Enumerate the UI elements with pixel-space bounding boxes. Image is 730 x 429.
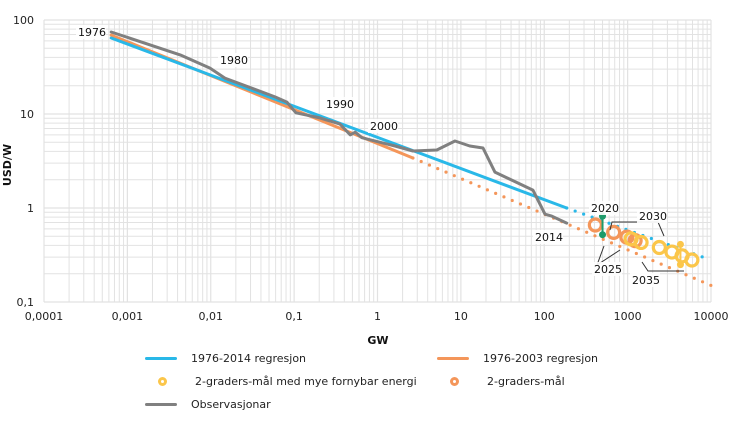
annotation-year-2030: 2030 <box>639 210 667 223</box>
annotation-bg <box>637 209 667 223</box>
annotation-bg <box>218 53 248 67</box>
annotation-year-1980: 1980 <box>220 54 248 67</box>
series-layer <box>109 30 713 287</box>
x-tick-label: 0,01 <box>199 310 224 323</box>
y-tick-label: 100 <box>13 14 34 27</box>
y-axis-ticks: 0,1 1 10 100 <box>13 14 34 309</box>
x-axis-title: GW <box>367 334 388 347</box>
data-marker-2-graders-m-l-med-mye-fornybar-energi <box>651 239 667 256</box>
y-tick-label: 0,1 <box>17 296 35 309</box>
x-tick-label: 0,0001 <box>25 310 64 323</box>
y-tick-label: 10 <box>20 108 34 121</box>
y-tick-label: 1 <box>27 202 34 215</box>
x-tick-label: 0,1 <box>285 310 303 323</box>
annotation-year-1976: 1976 <box>78 26 106 39</box>
x-tick-label: 1000 <box>614 310 642 323</box>
annotation-bg <box>324 97 354 111</box>
x-tick-label: 10 <box>454 310 468 323</box>
range-end-marker <box>676 240 684 248</box>
annotation-year-2014: 2014 <box>535 231 563 244</box>
annotation-year-2000: 2000 <box>370 120 398 133</box>
annotation-bg <box>592 262 622 276</box>
annotation-year-1990: 1990 <box>326 98 354 111</box>
data-marker-2-graders-m-l <box>587 217 603 233</box>
range-end-marker-2020 <box>599 231 607 239</box>
annotation-bg <box>368 119 398 133</box>
annotations: 1976 1980 1990 2000 2014 2020 2025 2030 2035 <box>76 25 667 287</box>
x-tick-label: 10000 <box>694 310 729 323</box>
annotation-bg <box>76 25 106 39</box>
annotation-year-2025: 2025 <box>594 263 622 276</box>
data-marker-2-graders-m-l-med-mye-fornybar-energi <box>684 252 700 268</box>
data-marker-2-graders-m-l-med-mye-fornybar-energi <box>633 234 649 251</box>
series-line-observasjonar <box>109 30 569 225</box>
x-tick-label: 0,001 <box>112 310 144 323</box>
data-marker-2-graders-m-l <box>606 224 622 241</box>
annotation-leader-line <box>641 261 684 272</box>
x-tick-label: 100 <box>534 310 555 323</box>
annotation-bg <box>589 201 619 215</box>
x-axis-ticks: 0,0001 0,001 0,01 0,1 1 10 100 1000 10000 <box>25 310 729 323</box>
x-tick-label: 1 <box>374 310 381 323</box>
annotation-year-2020: 2020 <box>591 202 619 215</box>
annotation-bg <box>630 273 660 287</box>
annotation-year-2035: 2035 <box>632 274 660 287</box>
annotation-bg <box>533 230 563 244</box>
grid <box>43 19 712 303</box>
y-axis-title: USD/W <box>1 144 14 186</box>
annotation-leader-line <box>609 221 665 237</box>
